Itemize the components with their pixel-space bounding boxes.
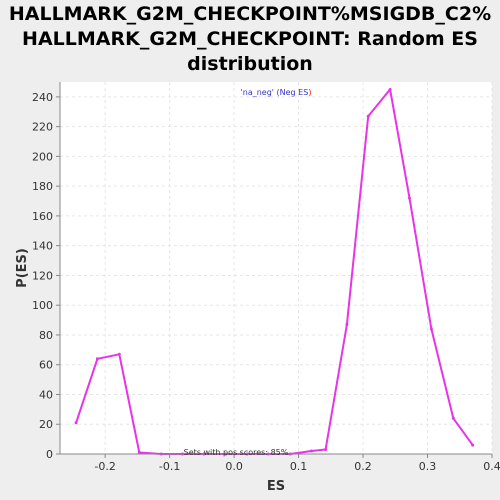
chart-title-line-3: distribution <box>187 53 313 75</box>
y-tick-label: 0 <box>46 448 53 461</box>
data-point <box>451 416 455 420</box>
y-tick-label: 80 <box>39 329 53 342</box>
legend-suffix: ) <box>308 88 311 97</box>
data-point <box>74 421 78 425</box>
y-tick-label: 100 <box>32 299 53 312</box>
y-tick-label: 120 <box>32 269 53 282</box>
y-tick-label: 140 <box>32 240 53 253</box>
x-tick-label: 0.0 <box>225 460 243 473</box>
x-tick-label: 0.4 <box>483 460 500 473</box>
data-point <box>407 196 411 200</box>
plot-area <box>60 82 492 454</box>
data-point <box>388 87 392 91</box>
chart-title-line-2: HALLMARK_G2M_CHECKPOINT: Random ES <box>22 28 478 50</box>
annotation-text: Sets with pos scores: 85% <box>184 448 289 457</box>
x-axis-label: ES <box>267 479 285 494</box>
data-point <box>95 357 99 361</box>
y-axis-label: P(ES) <box>15 248 30 288</box>
data-point <box>366 114 370 118</box>
y-tick-label: 200 <box>32 150 53 163</box>
data-point <box>324 448 328 452</box>
legend-text: 'na_neg' (Neg ES) <box>241 88 312 97</box>
data-point <box>137 451 141 455</box>
data-point <box>429 327 433 331</box>
data-point <box>309 449 313 453</box>
y-tick-label: 60 <box>39 359 53 372</box>
x-tick-label: 0.3 <box>419 460 437 473</box>
y-tick-label: 40 <box>39 388 53 401</box>
y-tick-label: 220 <box>32 121 53 134</box>
legend-prefix: 'na_neg' (Neg ES <box>241 88 309 97</box>
y-axis-ticks: 0 20 40 60 80 100 120 140 160 180 200 220 240 <box>32 91 60 461</box>
x-tick-label: -0.1 <box>159 460 180 473</box>
data-point <box>345 323 349 327</box>
x-tick-label: -0.2 <box>94 460 115 473</box>
y-tick-label: 180 <box>32 180 53 193</box>
x-tick-label: 0.1 <box>290 460 308 473</box>
x-tick-label: 0.2 <box>354 460 372 473</box>
data-point <box>471 443 475 447</box>
chart-title: HALLMARK_G2M_CHECKPOINT%MSIGDB_C2% HALLM… <box>0 2 500 77</box>
x-axis-ticks: -0.2 -0.1 0.0 0.1 0.2 0.3 0.4 <box>94 454 500 473</box>
y-tick-label: 20 <box>39 418 53 431</box>
data-point <box>117 352 121 356</box>
y-tick-label: 160 <box>32 210 53 223</box>
chart-title-line-1: HALLMARK_G2M_CHECKPOINT%MSIGDB_C2% <box>8 3 492 25</box>
y-tick-label: 240 <box>32 91 53 104</box>
